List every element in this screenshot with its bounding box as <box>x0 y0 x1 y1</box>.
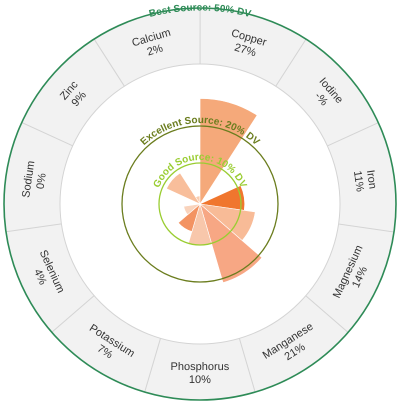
wedge-manganese <box>199 203 263 284</box>
band-divider <box>238 338 256 393</box>
category-name: Phosphorus <box>171 361 230 373</box>
category-value: 10% <box>189 374 211 386</box>
category-value: 11% <box>351 170 366 193</box>
category-value: 2% <box>146 42 165 58</box>
category-value: 0% <box>35 172 49 190</box>
band-divider <box>144 338 161 393</box>
ring-20 <box>121 125 279 283</box>
band-divider <box>305 295 349 333</box>
wedge-selenium <box>183 203 201 216</box>
category-name: Sodium <box>20 160 37 199</box>
band-divider <box>275 38 307 87</box>
band-divider <box>327 122 379 147</box>
band-divider <box>338 223 395 233</box>
ring-50 <box>3 7 397 401</box>
band-divider <box>93 38 125 87</box>
band-divider <box>51 295 95 333</box>
category-name: Iron <box>364 169 379 189</box>
wedge-potassium <box>177 203 201 232</box>
band-divider <box>21 122 73 147</box>
band-divider <box>5 223 62 233</box>
ring-10 <box>158 162 242 246</box>
wedge-copper <box>199 98 258 206</box>
wedge-zinc <box>166 172 201 205</box>
